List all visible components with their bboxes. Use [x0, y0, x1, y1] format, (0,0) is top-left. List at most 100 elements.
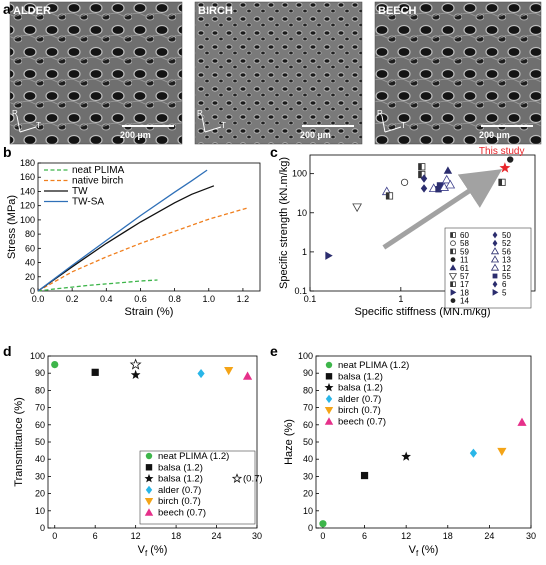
- data-point: [469, 448, 478, 458]
- y-tick-label: 100: [30, 351, 45, 361]
- axis-label-t: T: [401, 121, 406, 130]
- scale-bar-label: 200 µm: [120, 130, 151, 140]
- axis-arrow: [19, 126, 37, 133]
- legend-marker: [490, 255, 500, 263]
- y-tick-label: 40: [25, 258, 35, 268]
- axis-label-t: T: [221, 121, 226, 130]
- y-tick-label: 60: [303, 420, 313, 430]
- y-tick-label: 100: [292, 169, 307, 179]
- data-point: [418, 163, 426, 171]
- data-point: [435, 186, 442, 193]
- y-tick-label: 40: [303, 454, 313, 464]
- data-point: [197, 368, 205, 379]
- x-tick-label: 1.0: [203, 294, 216, 304]
- y-tick-label: 60: [25, 243, 35, 253]
- legend-marker: [448, 273, 458, 281]
- scale-bar-label: 200 µm: [300, 130, 331, 140]
- data-point: [91, 368, 99, 376]
- data-point: [352, 203, 362, 213]
- legend-label: 60: [460, 231, 469, 240]
- data-point: [439, 182, 450, 191]
- legend-marker: [492, 289, 499, 296]
- haze-chart: 0 6 12 18 24 30 0 10 20 30 40 50 60 70 80 90 100 Vf (%) Ha…: [283, 351, 536, 558]
- axis-label-r: R: [12, 109, 18, 118]
- marker-fill: [450, 281, 453, 287]
- x-tick-label: 0: [52, 531, 57, 541]
- data-point: [436, 182, 444, 189]
- y-tick-label: 80: [25, 229, 35, 239]
- data-point: [498, 178, 506, 186]
- x-tick-label: 0.0: [32, 294, 45, 304]
- axis-arrow: [204, 126, 222, 133]
- legend-label: 14: [460, 297, 469, 306]
- legend-marker: [492, 239, 498, 247]
- y-tick-label: 50: [35, 437, 45, 447]
- y-tick-label: 180: [20, 158, 35, 168]
- legend-label: 59: [460, 247, 469, 256]
- legend-label: alder (0.7): [158, 485, 201, 496]
- panel-letter-a: a: [3, 1, 11, 17]
- legend-marker: [490, 247, 500, 255]
- legend-marker: [144, 473, 154, 483]
- legend-label: neat PLIMA: [72, 165, 125, 176]
- axis-label-r: R: [377, 109, 383, 118]
- x-tick-label: 0.1: [304, 294, 317, 304]
- sem-micrograph: [9, 1, 183, 145]
- legend-marker: [490, 263, 500, 271]
- legend-label: TW-SA: [72, 197, 104, 208]
- y-tick-label: 1: [302, 247, 307, 257]
- y-tick-label: 20: [25, 272, 35, 282]
- sem-label: BEECH: [378, 5, 417, 17]
- y-tick-label: 50: [303, 437, 313, 447]
- y-tick-label: 140: [20, 186, 35, 196]
- legend-label: TW: [72, 186, 88, 197]
- marker-fill: [450, 249, 453, 254]
- legend-marker: [144, 498, 154, 506]
- axis-label-r: R: [197, 109, 203, 118]
- series-line-neat-plima: [37, 279, 158, 292]
- plot-frame: [309, 154, 536, 292]
- legend-marker: [450, 298, 456, 303]
- data-point: [420, 174, 428, 183]
- axis-label-t: T: [36, 121, 41, 130]
- legend-marker: [492, 273, 498, 279]
- sem-label: BIRCH: [198, 5, 233, 17]
- legend-label: (0.7): [243, 474, 263, 485]
- legend-label: beech (0.7): [338, 417, 386, 428]
- data-point: [499, 162, 511, 173]
- x-tick-label: 18: [443, 531, 453, 541]
- legend-label: 57: [460, 272, 469, 281]
- legend-label: neat PLIMA (1.2): [158, 451, 229, 462]
- x-axis-label: Strain (%): [125, 306, 174, 318]
- sem-micrograph: [374, 1, 542, 145]
- legend-label: 55: [502, 272, 511, 281]
- axis-arrow: [201, 115, 206, 133]
- data-point: [129, 358, 142, 370]
- x-tick-label: 0.4: [100, 294, 113, 304]
- legend-label: 11: [460, 256, 469, 265]
- legend-marker: [145, 464, 153, 471]
- legend-label: 56: [502, 247, 511, 256]
- legend-marker: [492, 231, 498, 239]
- axis-arrow: [16, 115, 21, 133]
- y-axis-label: Stress (MPa): [6, 195, 18, 259]
- y-tick-label: 80: [35, 385, 45, 395]
- y-tick-label: 20: [35, 489, 45, 499]
- data-point: [517, 417, 527, 426]
- y-tick-label: 30: [303, 471, 313, 481]
- x-tick-label: 30: [252, 531, 262, 541]
- legend-label: neat PLIMA (1.2): [338, 360, 409, 371]
- y-axis-label: Haze (%): [283, 419, 295, 465]
- legend-marker: [324, 407, 334, 415]
- legend-label: balsa (1.2): [158, 474, 203, 485]
- y-tick-label: 10: [303, 506, 313, 516]
- trend-arrow: [382, 169, 503, 250]
- data-point: [443, 166, 453, 174]
- legend-label: balsa (1.2): [158, 462, 203, 473]
- data-point: [497, 447, 507, 457]
- y-tick-label: 0: [30, 286, 35, 296]
- data-point: [242, 371, 253, 380]
- legend-box: [444, 227, 532, 309]
- marker-fill: [386, 192, 390, 200]
